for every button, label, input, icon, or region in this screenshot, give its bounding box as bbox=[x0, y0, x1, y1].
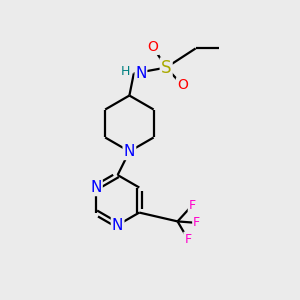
Text: F: F bbox=[193, 216, 200, 230]
Text: H: H bbox=[121, 65, 130, 79]
Text: O: O bbox=[148, 40, 158, 54]
Text: N: N bbox=[90, 180, 102, 195]
Text: N: N bbox=[124, 144, 135, 159]
Text: N: N bbox=[112, 218, 123, 232]
Text: O: O bbox=[177, 78, 188, 92]
Text: F: F bbox=[189, 199, 196, 212]
Text: F: F bbox=[184, 232, 191, 246]
Text: N: N bbox=[135, 66, 147, 81]
Text: S: S bbox=[161, 58, 171, 76]
